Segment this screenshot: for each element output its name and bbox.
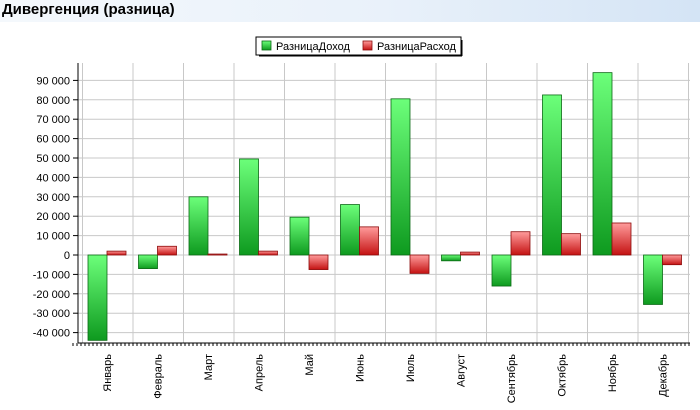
y-tick-label: 70 000 (36, 114, 70, 126)
x-tick-label: Январь (102, 354, 114, 392)
x-tick-label: Июль (405, 354, 417, 382)
bar-income (592, 72, 613, 256)
bars (87, 72, 682, 341)
bar-expense (611, 222, 632, 256)
bar-expense (207, 253, 228, 256)
x-axis-labels: Январь Февраль Март Апрель Май Июнь Июль Август… (102, 354, 670, 404)
bar-expense (561, 233, 581, 256)
page-title: Дивергенция (разница) (2, 1, 175, 18)
x-tick-label: Май (304, 354, 316, 376)
y-tick-label: 10 000 (36, 231, 70, 243)
bar-expense (662, 254, 682, 266)
x-tick-label: Март (203, 354, 215, 380)
title-bar: Дивергенция (разница) (0, 0, 700, 22)
y-tick-label: -20 000 (33, 289, 70, 301)
y-tick-label: 90 000 (36, 75, 70, 87)
y-tick-label: 50 000 (36, 153, 70, 165)
x-tick-label: Июнь (355, 354, 367, 382)
y-tick-label: 40 000 (36, 172, 70, 184)
y-tick-label: 60 000 (36, 134, 70, 146)
legend-swatch-expense (362, 40, 373, 51)
y-tick-label: 80 000 (36, 95, 70, 107)
x-tick-label: Август (456, 354, 468, 387)
x-tick-label: Октябрь (557, 354, 569, 397)
y-tick-label: -30 000 (33, 308, 70, 320)
y-tick-label: 20 000 (36, 211, 70, 223)
legend-box (255, 36, 462, 56)
gridlines (73, 63, 690, 343)
bar-income (542, 94, 562, 256)
bar-income (491, 254, 512, 287)
y-tick-label: -40 000 (33, 328, 70, 340)
y-tick-label: -10 000 (33, 269, 70, 281)
y-tick-label: 0 (64, 250, 70, 262)
bar-expense (409, 254, 430, 274)
bar-income (643, 254, 663, 305)
bar-income (87, 254, 108, 341)
legend-swatch-income (261, 40, 272, 51)
bar-expense (258, 250, 278, 256)
legend: РазницаДоход РазницаРасход (255, 36, 463, 57)
legend-label-expense: РазницаРасход (377, 41, 456, 53)
x-tick-label: Декабрь (658, 354, 670, 397)
bar-income (441, 254, 461, 262)
bar-income (239, 158, 259, 256)
bar-income (390, 98, 411, 256)
y-tick-label: 30 000 (36, 192, 70, 204)
y-axis-labels: 90 000 80 000 70 000 60 000 50 000 40 000 30 0… (33, 75, 70, 339)
x-tick-label: Сентябрь (506, 354, 518, 404)
bar-expense (510, 231, 531, 256)
bar-expense (157, 245, 177, 256)
bar-expense (308, 254, 329, 270)
bar-income (138, 254, 158, 269)
bar-expense (106, 250, 127, 256)
x-tick-label: Апрель (254, 354, 266, 392)
bar-income (340, 204, 360, 256)
legend-label-income: РазницаДоход (276, 41, 350, 53)
bar-income (289, 216, 310, 256)
x-tick-label: Февраль (153, 354, 165, 399)
bar-expense (460, 251, 480, 256)
bar-income (188, 196, 209, 256)
x-tick-label: Ноябрь (607, 354, 619, 392)
x-axis-minor-ticks (72, 343, 690, 346)
bar-expense (359, 226, 379, 256)
